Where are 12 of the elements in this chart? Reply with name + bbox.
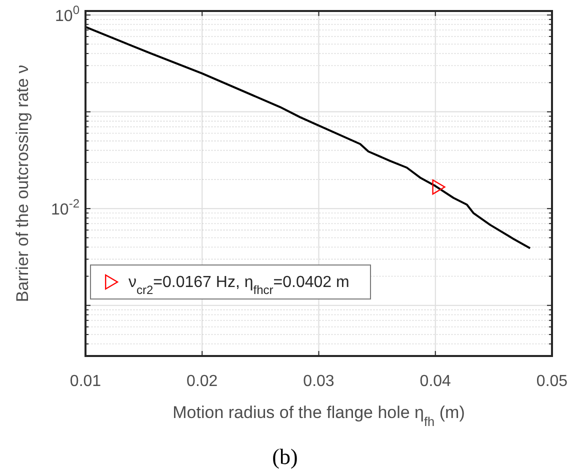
x-tick-label: 0.01: [70, 373, 102, 390]
y-axis-title: Barrier of the outcrossing rate ν: [13, 64, 32, 302]
x-tick-label: 0.05: [536, 373, 568, 390]
x-axis-title: Motion radius of the flange hole η$_{fh}$ (m): [172, 403, 465, 428]
legend-label: ν$_{cr2}$=0.0167 Hz, η$_{fhcr}$=0.0402 m: [128, 274, 350, 297]
y-tick-label: 10$^{0}$: [55, 3, 80, 26]
line-series: [84, 26, 532, 250]
x-tick-label: 0.03: [303, 373, 334, 390]
x-tick-label: 0.02: [186, 373, 218, 390]
y-tick-label: 10$^{-2}$: [51, 196, 80, 219]
x-tick-label: 0.04: [420, 373, 452, 390]
text: (b): [272, 444, 298, 469]
